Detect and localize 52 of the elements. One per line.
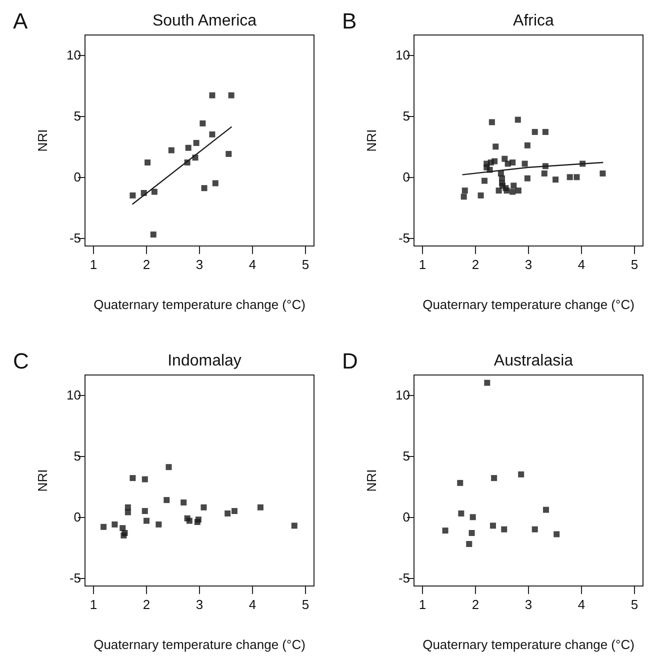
x-tick-label: 2 [472, 257, 480, 272]
y-tick-label: 0 [402, 170, 410, 185]
text: C [13, 348, 29, 374]
x-tick-label: 4 [248, 597, 256, 612]
x-tick-label: 1 [418, 597, 426, 612]
y-tick-label: 0 [74, 510, 81, 525]
x-tick-label: 2 [142, 597, 150, 612]
y-tick-label: -5 [69, 230, 81, 246]
x-tick-label: 4 [578, 257, 586, 272]
y-axis-title: NRI [35, 469, 50, 492]
text: A [13, 8, 28, 34]
chart-title: Australasia [494, 352, 574, 370]
x-tick-label: 2 [472, 597, 480, 612]
text: B [342, 8, 357, 34]
y-axis-title: NRI [364, 469, 379, 492]
y-axis-title: NRI [364, 129, 379, 152]
x-tick-label: 3 [524, 597, 532, 612]
x-tick-label: 5 [302, 597, 310, 612]
y-tick-label: 10 [396, 388, 410, 403]
y-tick-label: 5 [74, 108, 81, 124]
x-tick-label: 1 [90, 257, 98, 272]
x-tick-label: 3 [196, 597, 204, 612]
x-tick-label: 5 [302, 257, 310, 272]
text: D [342, 348, 358, 374]
chart-title: South America [152, 12, 257, 30]
x-tick-label: 1 [90, 597, 98, 612]
x-tick-label: 4 [578, 597, 586, 612]
x-tick-label: 2 [142, 257, 150, 272]
x-axis-title: Quaternary temperature change (°C) [422, 637, 634, 652]
x-axis-title: Quaternary temperature change (°C) [94, 637, 306, 652]
y-tick-label: 10 [66, 388, 81, 403]
x-tick-label: 3 [196, 257, 204, 272]
y-tick-label: -5 [69, 570, 81, 586]
y-axis-title: NRI [35, 129, 50, 152]
x-tick-label: 5 [630, 597, 638, 612]
y-tick-label: 5 [74, 448, 81, 464]
y-tick-label: -5 [398, 230, 410, 246]
y-tick-label: 10 [66, 48, 81, 63]
y-tick-label: -5 [398, 570, 410, 586]
chart-title: Africa [513, 12, 554, 30]
chart-title: Indomalay [168, 352, 242, 370]
x-axis-title: Quaternary temperature change (°C) [422, 297, 634, 312]
x-tick-label: 5 [630, 257, 638, 272]
x-axis-title: Quaternary temperature change (°C) [94, 297, 306, 312]
y-tick-label: 5 [402, 448, 410, 464]
y-tick-label: 0 [74, 170, 81, 185]
y-tick-label: 0 [402, 510, 410, 525]
x-tick-label: 1 [418, 257, 426, 272]
x-tick-label: 3 [524, 257, 532, 272]
x-tick-label: 4 [248, 257, 256, 272]
y-tick-label: 10 [396, 48, 410, 63]
y-tick-label: 5 [402, 108, 410, 124]
